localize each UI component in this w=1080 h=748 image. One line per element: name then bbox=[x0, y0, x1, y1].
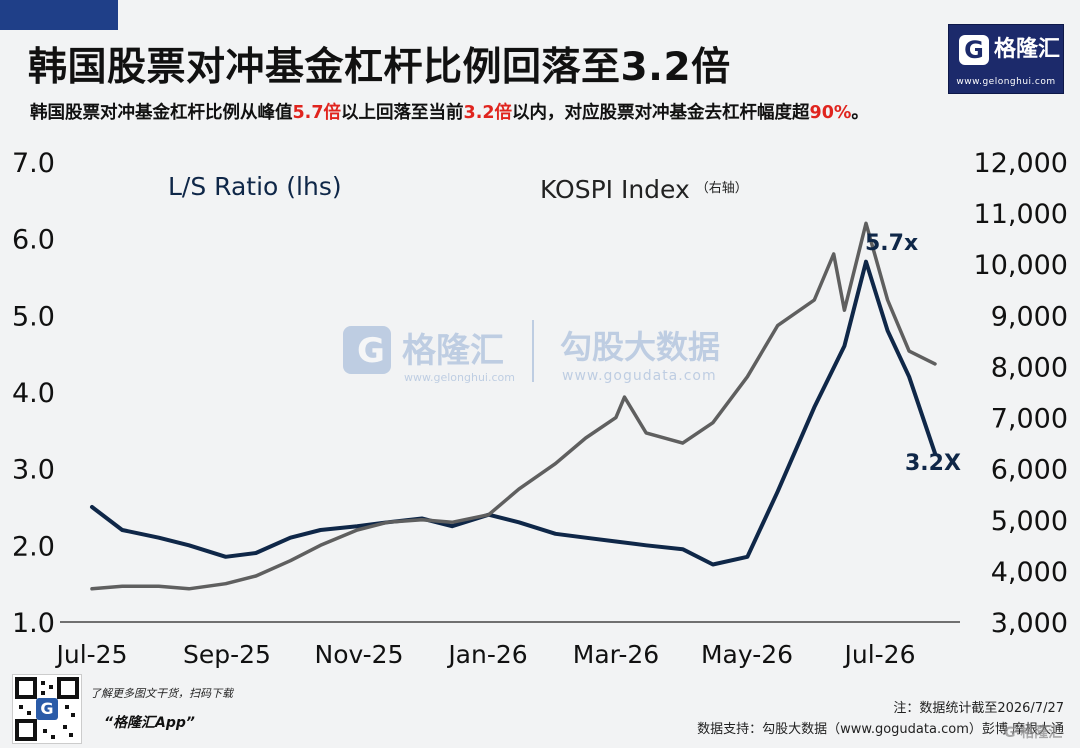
axes: 1.0 2.0 3.0 4.0 5.0 6.0 7.0 3,000 4,000 5,000 6,00… bbox=[12, 148, 1068, 669]
y-right-tick-label: 9,000 bbox=[991, 301, 1068, 332]
y-right-tick-label: 11,000 bbox=[974, 199, 1068, 230]
page-title: 韩国股票对冲基金杠杆比例回落至3.2倍 bbox=[28, 45, 731, 90]
watermark-brand1: 格隆汇 bbox=[402, 331, 504, 371]
series-layer bbox=[90, 221, 937, 591]
logo-name: 格隆汇 bbox=[994, 37, 1061, 62]
subtitle-highlight: 3.2倍 bbox=[463, 103, 513, 123]
data-note: 注：数据统计截至2026/7/27 bbox=[893, 701, 1064, 716]
page-subtitle: 韩国股票对冲基金杠杆比例从峰值5.7倍以上回落至当前3.2倍以内，对应股票对冲基… bbox=[30, 99, 869, 124]
y-left-tick-label: 2.0 bbox=[12, 531, 55, 562]
annotation-label: 3.2X bbox=[905, 451, 961, 476]
labels-layer: L/S Ratio (lhs) KOSPI Index （右轴） 5.7x 3.2X bbox=[168, 172, 961, 476]
promo-line: 了解更多图文干货，扫码下载 bbox=[90, 687, 233, 700]
x-tick-label: Jul-25 bbox=[55, 640, 128, 669]
y-right-tick-label: 10,000 bbox=[974, 250, 1068, 281]
x-tick-label: Nov-25 bbox=[315, 640, 404, 669]
x-tick-label: Mar-26 bbox=[573, 640, 659, 669]
corner-watermark: G 格隆汇 bbox=[1004, 725, 1063, 741]
watermark-url1: www.gelonghui.com bbox=[404, 371, 515, 384]
subtitle-text: 以上回落至当前 bbox=[341, 103, 464, 123]
y-left-tick-label: 6.0 bbox=[12, 225, 55, 256]
accent-bar bbox=[0, 0, 118, 30]
qr-center-icon: G bbox=[36, 698, 58, 720]
annotation-label: 5.7x bbox=[865, 231, 918, 256]
logo-url: www.gelonghui.com bbox=[956, 77, 1056, 87]
x-tick-label: Jan-26 bbox=[446, 640, 527, 669]
y-left-tick-label: 1.0 bbox=[12, 608, 55, 639]
brand-logo: G 格隆汇 www.gelonghui.com bbox=[948, 24, 1064, 94]
chart: G 格隆汇 www.gelonghui.com 勾股大数据 www.goguda… bbox=[12, 148, 1068, 669]
qr-pattern-icon bbox=[15, 677, 79, 741]
logo-g-icon: G bbox=[959, 35, 989, 65]
y-right-tick-label: 7,000 bbox=[991, 404, 1068, 435]
watermark-brand2: 勾股大数据 bbox=[560, 328, 720, 366]
x-tick-label: Jul-26 bbox=[843, 640, 916, 669]
subtitle-text: 韩国股票对冲基金杠杆比例从峰值 bbox=[30, 103, 293, 123]
y-right-tick-label: 3,000 bbox=[991, 608, 1068, 639]
y-left-tick-label: 5.0 bbox=[12, 301, 55, 332]
y-right-tick-label: 6,000 bbox=[991, 455, 1068, 486]
series-line-kospi bbox=[90, 221, 937, 591]
subtitle-text: 以内，对应股票对冲基金去杠杆幅度超 bbox=[512, 103, 810, 123]
watermark-url2: www.gogudata.com bbox=[562, 368, 717, 384]
subtitle-highlight: 90% bbox=[809, 103, 852, 123]
series-line-ls-ratio bbox=[90, 259, 937, 567]
y-right-tick-label: 5,000 bbox=[991, 506, 1068, 537]
x-tick-label: May-26 bbox=[701, 640, 793, 669]
y-left-tick-label: 4.0 bbox=[12, 378, 55, 409]
app-name: “格隆汇App” bbox=[104, 715, 195, 731]
watermark-logo-icon bbox=[343, 326, 391, 374]
series-label-kospi: KOSPI Index （右轴） bbox=[540, 175, 748, 204]
x-tick-label: Sep-25 bbox=[183, 640, 271, 669]
qr-code[interactable]: G bbox=[12, 674, 82, 744]
svg-text:G: G bbox=[357, 331, 385, 371]
subtitle-text: 。 bbox=[851, 103, 869, 123]
subtitle-highlight: 5.7倍 bbox=[292, 103, 342, 123]
y-right-tick-label: 4,000 bbox=[991, 557, 1068, 588]
y-left-tick-label: 7.0 bbox=[12, 148, 55, 179]
y-right-tick-label: 12,000 bbox=[974, 148, 1068, 179]
watermark: G 格隆汇 www.gelonghui.com 勾股大数据 www.goguda… bbox=[343, 320, 720, 384]
data-source: 数据支持：勾股大数据（www.gogudata.com）彭博 摩根大通 bbox=[697, 722, 1064, 737]
series-label-ls-ratio: L/S Ratio (lhs) bbox=[168, 172, 342, 201]
y-right-tick-label: 8,000 bbox=[991, 352, 1068, 383]
y-left-tick-label: 3.0 bbox=[12, 455, 55, 486]
